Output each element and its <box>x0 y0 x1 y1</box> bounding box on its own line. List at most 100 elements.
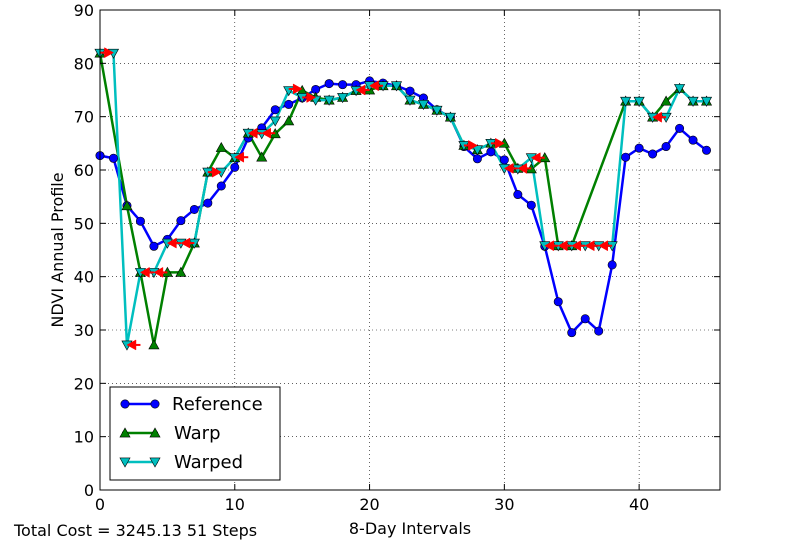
data-point-warped <box>700 96 713 107</box>
data-point-reference <box>405 86 415 96</box>
x-tick-label: 30 <box>494 495 514 514</box>
y-tick-label: 80 <box>74 54 94 73</box>
warp-arrow <box>288 83 303 95</box>
y-tick-label: 90 <box>74 1 94 20</box>
warp-arrow <box>261 127 276 139</box>
data-point-warped <box>269 116 281 127</box>
data-point-reference <box>661 142 671 152</box>
data-point-warped <box>337 93 349 104</box>
x-axis-label: 8-Day Intervals <box>349 519 471 538</box>
data-point-reference <box>324 79 334 89</box>
data-point-reference <box>634 143 644 153</box>
data-point-warped <box>417 100 430 111</box>
warp-arrow <box>100 47 114 59</box>
data-point-reference <box>189 204 199 214</box>
warp-arrow <box>463 140 478 151</box>
warp-arrow <box>247 127 262 139</box>
data-point-reference <box>567 328 577 338</box>
warp-arrow <box>207 166 222 178</box>
data-point-reference <box>513 190 523 200</box>
data-point-warped <box>687 96 699 107</box>
y-tick-label: 40 <box>74 268 94 287</box>
warp-arrow <box>598 240 613 252</box>
warp-arrow <box>153 266 168 278</box>
axis-ticks: 0 10 20 30 40 0 10 20 30 40 50 60 70 80 90 <box>74 1 720 514</box>
data-point-reference <box>472 154 482 164</box>
warp-arrows <box>100 47 667 351</box>
data-point-reference <box>675 123 685 133</box>
data-point-reference <box>203 198 213 208</box>
data-point-warp <box>283 115 295 126</box>
warp-arrow <box>544 240 559 252</box>
data-point-reference <box>702 145 712 155</box>
data-point-warped <box>674 84 686 95</box>
x-tick-label: 10 <box>225 495 245 514</box>
total-cost-text: Total Cost = 3245.13 51 Steps <box>13 521 257 540</box>
data-point-warped <box>390 81 403 92</box>
data-point-reference <box>216 181 226 191</box>
y-axis-label: NDVI Annual Profile <box>48 172 67 327</box>
warp-arrow <box>503 162 518 174</box>
data-point-warp <box>215 141 227 152</box>
warp-arrow <box>571 240 586 252</box>
data-point-warp <box>256 151 268 162</box>
data-point-warp <box>175 266 187 277</box>
x-tick-label: 20 <box>359 495 379 514</box>
warp-arrow <box>530 152 545 164</box>
warp-arrow <box>557 240 572 252</box>
data-point-reference <box>553 297 563 307</box>
data-point-reference <box>230 162 240 172</box>
data-point-reference <box>621 152 631 162</box>
warp-arrow <box>490 137 505 149</box>
warp-arrow <box>517 162 532 174</box>
data-point-reference <box>607 260 617 270</box>
x-tick-label: 0 <box>95 495 105 514</box>
warp-arrow <box>302 92 317 103</box>
y-tick-label: 70 <box>74 108 94 127</box>
data-point-warped <box>404 95 416 106</box>
legend: Reference Warp Warped <box>109 386 281 481</box>
data-point-warped <box>431 105 443 116</box>
data-point-warp <box>660 95 672 106</box>
warp-arrow <box>584 240 599 252</box>
y-tick-label: 30 <box>74 321 94 340</box>
plot-border <box>99 9 721 491</box>
data-point-reference <box>270 105 280 115</box>
data-point-reference <box>648 149 658 159</box>
warp-arrow <box>355 84 370 96</box>
data-point-reference <box>108 153 118 163</box>
legend-label: Reference <box>172 394 263 415</box>
data-point-reference <box>688 135 698 145</box>
data-point-reference <box>135 216 145 226</box>
legend-item-warp: Warp <box>119 423 221 444</box>
data-point-reference <box>149 241 159 251</box>
warp-arrow <box>234 151 249 163</box>
data-point-warped <box>323 95 335 106</box>
warp-arrow <box>652 111 667 123</box>
y-tick-label: 60 <box>74 161 94 180</box>
data-point-warp <box>121 200 133 211</box>
warp-arrow <box>139 266 154 278</box>
data-point-warped <box>633 96 645 107</box>
legend-label: Warped <box>174 452 243 473</box>
data-point-reference <box>284 99 294 109</box>
data-point-reference <box>176 216 186 226</box>
data-point-reference <box>338 80 348 90</box>
warp-arrow <box>369 80 384 92</box>
legend-item-warped: Warped <box>119 452 243 473</box>
legend-item-reference: Reference <box>120 394 263 415</box>
x-tick-label: 40 <box>629 495 649 514</box>
y-tick-label: 50 <box>74 214 94 233</box>
y-tick-label: 0 <box>84 481 94 500</box>
data-point-warp <box>148 339 160 350</box>
data-point-reference <box>526 200 536 210</box>
y-tick-label: 20 <box>74 374 94 393</box>
data-point-warped <box>620 96 632 107</box>
warp-arrow <box>126 339 141 351</box>
data-point-reference <box>580 314 590 324</box>
data-point-reference <box>594 326 604 336</box>
data-point-warped <box>444 112 456 123</box>
warp-arrow <box>166 237 181 249</box>
warp-arrow <box>180 237 195 249</box>
